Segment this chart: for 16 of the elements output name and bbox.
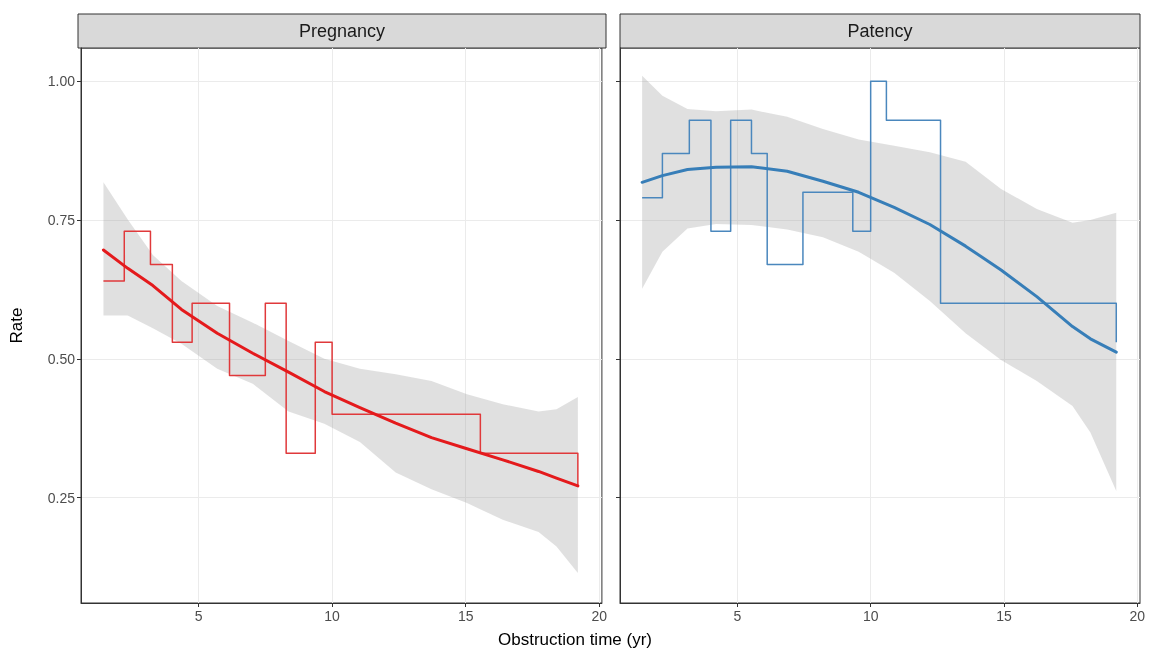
x-tick-label: 5 (194, 608, 203, 624)
y-axis-title: Rate (7, 307, 26, 344)
x-tick-label: 10 (324, 608, 341, 624)
x-tick-label: 20 (1129, 608, 1146, 624)
y-tick-label: 0.25 (47, 489, 76, 506)
y-tick-label: 1.00 (47, 73, 76, 90)
x-tick-label: 10 (862, 608, 879, 624)
chart-title: Pregnancy (298, 21, 386, 41)
chart-title: Patency (847, 21, 913, 41)
x-tick-label: 15 (996, 608, 1012, 624)
x-axis-title: Obstruction time (yr) (497, 630, 653, 650)
y-tick-label: 0.50 (47, 350, 76, 367)
y-tick-label: 0.75 (47, 212, 76, 229)
x-tick-label: 5 (733, 608, 742, 624)
x-tick-label: 15 (457, 608, 474, 624)
x-tick-label: 20 (591, 608, 608, 624)
